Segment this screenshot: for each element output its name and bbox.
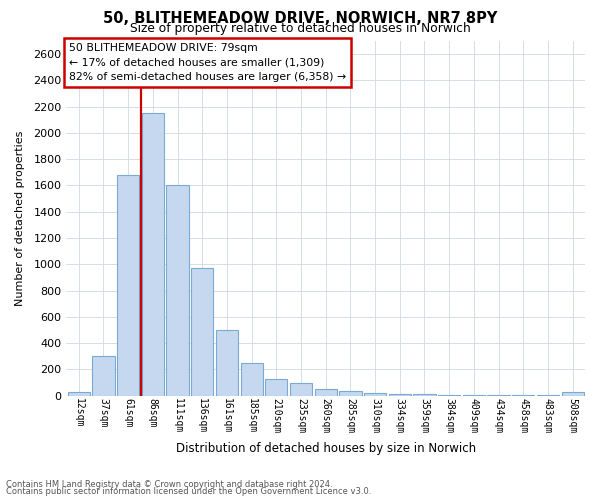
Bar xyxy=(92,356,115,396)
Bar xyxy=(438,395,460,396)
Bar xyxy=(463,395,485,396)
Y-axis label: Number of detached properties: Number of detached properties xyxy=(15,130,25,306)
Bar xyxy=(216,330,238,396)
Bar xyxy=(290,382,312,396)
X-axis label: Distribution of detached houses by size in Norwich: Distribution of detached houses by size … xyxy=(176,442,476,455)
Bar xyxy=(340,391,362,396)
Text: Contains HM Land Registry data © Crown copyright and database right 2024.: Contains HM Land Registry data © Crown c… xyxy=(6,480,332,489)
Bar xyxy=(562,392,584,396)
Text: 50 BLITHEMEADOW DRIVE: 79sqm
← 17% of detached houses are smaller (1,309)
82% of: 50 BLITHEMEADOW DRIVE: 79sqm ← 17% of de… xyxy=(69,43,346,82)
Bar xyxy=(364,393,386,396)
Bar xyxy=(265,379,287,396)
Bar xyxy=(166,186,188,396)
Bar xyxy=(314,389,337,396)
Bar xyxy=(191,268,214,396)
Bar xyxy=(142,113,164,396)
Bar xyxy=(241,363,263,396)
Text: Contains public sector information licensed under the Open Government Licence v3: Contains public sector information licen… xyxy=(6,487,371,496)
Bar xyxy=(117,175,139,396)
Bar xyxy=(389,394,411,396)
Text: Size of property relative to detached houses in Norwich: Size of property relative to detached ho… xyxy=(130,22,470,35)
Bar xyxy=(413,394,436,396)
Text: 50, BLITHEMEADOW DRIVE, NORWICH, NR7 8PY: 50, BLITHEMEADOW DRIVE, NORWICH, NR7 8PY xyxy=(103,11,497,26)
Bar xyxy=(68,392,90,396)
